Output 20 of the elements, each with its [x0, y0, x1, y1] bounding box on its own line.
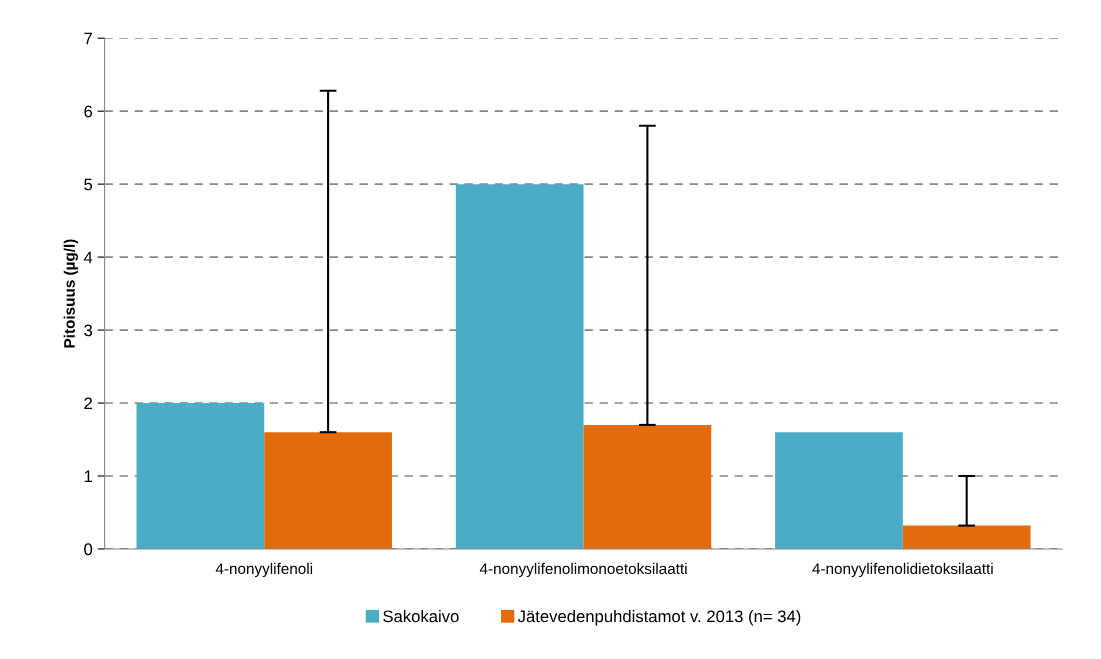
- y-tick-label: 2: [84, 397, 92, 410]
- y-tick-label: 7: [84, 32, 92, 45]
- bar: [136, 403, 265, 549]
- bar: [264, 432, 392, 549]
- x-tick-label: 4-nonyylifenolidietoksilaatti: [812, 562, 993, 578]
- bar: [455, 184, 584, 549]
- y-tick-label: 4: [83, 251, 93, 264]
- bar: [902, 525, 1031, 549]
- x-tick-label: 4-nonyylifenoli: [215, 562, 313, 578]
- legend-label: Jätevedenpuhdistamot v. 2013 (n= 34): [517, 610, 801, 626]
- legend-label: Sakokaivo: [383, 610, 459, 623]
- y-tick-label: 5: [84, 178, 93, 191]
- bar: [583, 424, 712, 549]
- x-tick-label: 4-nonyylifenolimonoetoksilaatti: [479, 562, 687, 578]
- y-tick-label: 1: [84, 470, 92, 483]
- bar: [775, 432, 903, 549]
- y-axis-title: Pitoisuus (µg/l): [63, 239, 78, 348]
- y-tick-label: 0: [84, 543, 93, 556]
- y-tick-label: 6: [84, 105, 93, 118]
- y-tick-label: 3: [84, 324, 93, 337]
